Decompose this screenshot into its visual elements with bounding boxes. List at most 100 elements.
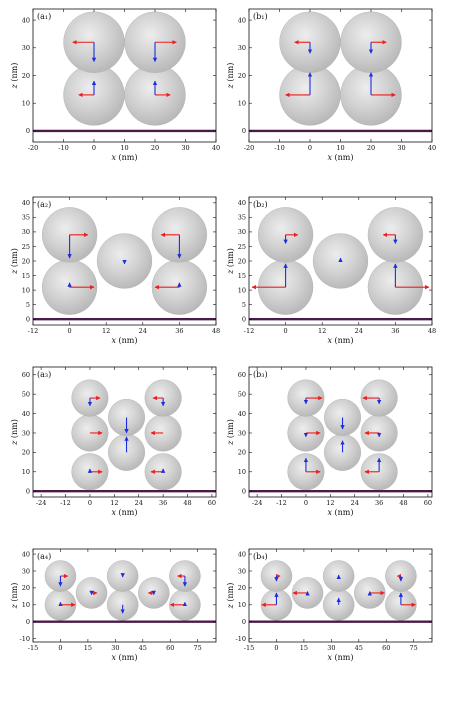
x-axis-label: x (nm)	[111, 153, 137, 162]
x-tick-label: -15	[28, 644, 38, 652]
x-tick-label: 12	[110, 499, 118, 507]
panel-label: (b₁)	[253, 12, 268, 21]
x-tick-label: 0	[284, 327, 288, 335]
y-tick-label: 60	[22, 371, 30, 379]
y-tick-label: 10	[238, 601, 246, 609]
x-tick-label: 10	[120, 144, 128, 152]
y-tick-label: 5	[242, 301, 246, 309]
y-axis-label: z (nm)	[226, 419, 235, 446]
y-tick-label: 40	[238, 199, 246, 207]
x-tick-label: -12	[60, 499, 70, 507]
x-tick-label: 60	[382, 644, 390, 652]
plot-frame	[248, 548, 433, 643]
x-tick-label: -24	[252, 499, 262, 507]
y-tick-label: -10	[20, 635, 30, 643]
y-tick-label: 10	[22, 100, 30, 108]
y-tick-label: 0	[242, 127, 246, 135]
x-tick-label: -12	[28, 327, 38, 335]
x-tick-label: 12	[318, 327, 326, 335]
y-axis-label: z (nm)	[10, 419, 19, 446]
y-tick-label: 10	[238, 100, 246, 108]
plot-area	[33, 11, 216, 133]
x-tick-label: 36	[175, 327, 183, 335]
plot-frame	[32, 8, 217, 143]
plot-frame	[32, 366, 217, 498]
y-tick-label: 10	[238, 286, 246, 294]
y-tick-label: 0	[242, 315, 246, 323]
x-tick-label: 60	[166, 644, 174, 652]
x-axis-label: x (nm)	[111, 508, 137, 517]
y-tick-label: 20	[238, 72, 246, 80]
panel-label: (a₁)	[37, 12, 51, 21]
x-tick-label: 15	[84, 644, 92, 652]
y-tick-label: 20	[238, 584, 246, 592]
x-tick-label: 0	[308, 144, 312, 152]
x-tick-label: 0	[68, 327, 72, 335]
plot-area	[33, 379, 216, 493]
y-tick-label: 20	[22, 584, 30, 592]
panel-label: (a₄)	[37, 552, 51, 561]
x-tick-label: -12	[244, 327, 254, 335]
y-tick-label: 40	[22, 199, 30, 207]
x-tick-label: -10	[58, 144, 68, 152]
x-tick-label: 30	[111, 644, 119, 652]
panel-2: -20 -10 0 10 20 30 40 0 10 20 30 40 x (nm) z (nm) (b₁)	[226, 8, 436, 162]
y-tick-label: 30	[238, 44, 246, 52]
x-axis-label: x (nm)	[111, 336, 137, 345]
y-tick-label: -10	[236, 635, 246, 643]
x-tick-label: 0	[88, 499, 92, 507]
panel-1: -20 -10 0 10 20 30 40 0 10 20 30 40 x (nm) z (nm) (a₁)	[10, 8, 220, 162]
x-tick-label: 48	[183, 499, 191, 507]
y-tick-label: 40	[22, 410, 30, 418]
x-axis-label: x (nm)	[327, 508, 353, 517]
x-tick-label: 48	[399, 499, 407, 507]
panel-7: -15 0 15 30 45 60 75 -10 0 10 20 30 40 x (nm) z (nm) (a…	[10, 548, 217, 662]
x-tick-label: 60	[424, 499, 432, 507]
x-tick-label: 0	[274, 644, 278, 652]
x-tick-label: 36	[391, 327, 399, 335]
y-tick-label: 25	[238, 243, 246, 251]
x-tick-label: 24	[139, 327, 147, 335]
y-tick-label: 30	[238, 567, 246, 575]
y-tick-label: 30	[22, 228, 30, 236]
x-tick-label: 36	[159, 499, 167, 507]
y-tick-label: 15	[238, 272, 246, 280]
x-tick-label: 40	[212, 144, 220, 152]
panel-label: (a₃)	[37, 370, 51, 379]
panel-label: (b₂)	[253, 200, 268, 209]
plot-area	[249, 11, 432, 133]
y-axis-label: z (nm)	[226, 248, 235, 275]
y-axis-label: z (nm)	[226, 583, 235, 610]
y-tick-label: 40	[22, 16, 30, 24]
panel-label: (a₂)	[37, 200, 51, 209]
y-tick-label: 0	[242, 487, 246, 495]
x-tick-label: 10	[336, 144, 344, 152]
x-tick-label: 30	[397, 144, 405, 152]
y-tick-label: 10	[238, 468, 246, 476]
y-tick-label: 10	[22, 286, 30, 294]
y-tick-label: 30	[22, 567, 30, 575]
x-tick-label: 75	[410, 644, 418, 652]
y-tick-label: 35	[22, 214, 30, 222]
x-axis-label: x (nm)	[327, 153, 353, 162]
plot-frame	[248, 8, 433, 143]
y-axis-label: z (nm)	[226, 63, 235, 90]
x-tick-label: -20	[244, 144, 254, 152]
panel-3: -12 0 12 24 36 48 0 5 10 15 20 25 30 35 40 x (nm) z (nm)…	[10, 196, 220, 345]
panel-6: -24 -12 0 12 24 36 48 60 0 10 20 30 40 50 60 x (nm) z (n…	[226, 366, 433, 517]
x-tick-label: 45	[355, 644, 363, 652]
x-tick-label: 15	[300, 644, 308, 652]
y-tick-label: 20	[238, 449, 246, 457]
plot-area	[33, 207, 216, 321]
y-tick-label: 30	[22, 44, 30, 52]
plot-area	[249, 379, 432, 493]
y-tick-label: 0	[26, 127, 30, 135]
plot-area	[33, 560, 216, 623]
x-tick-label: 24	[351, 499, 359, 507]
panel-5: -24 -12 0 12 24 36 48 60 0 10 20 30 40 50 60 x (nm) z (n…	[10, 366, 217, 517]
x-tick-label: 0	[92, 144, 96, 152]
plot-frame	[32, 548, 217, 643]
y-tick-label: 40	[238, 16, 246, 24]
x-tick-label: 0	[58, 644, 62, 652]
panel-8: -15 0 15 30 45 60 75 -10 0 10 20 30 40 x (nm) z (nm) (b…	[226, 548, 433, 662]
